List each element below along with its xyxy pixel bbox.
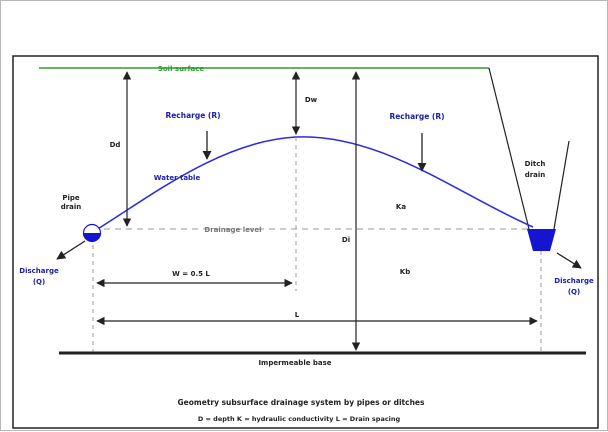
discharge-right-arrow (556, 252, 582, 269)
ka-label: Ka (396, 203, 406, 211)
spacing-label: L (295, 311, 300, 319)
pipe-drain-water-fill (83, 233, 101, 242)
discharge-left-label-line1: Discharge (19, 267, 59, 275)
discharge-right-label-line1: Discharge (554, 277, 594, 285)
impermeable-base-label: Impermeable base (258, 359, 331, 367)
discharge-left-arrow (56, 240, 86, 260)
discharge-left-label-line2: (Q) (33, 278, 45, 286)
discharge-right-label-line2: (Q) (568, 288, 580, 296)
water-table-curve (92, 136, 534, 233)
di-label: Di (342, 236, 350, 244)
kb-label: Kb (400, 268, 410, 276)
caption-legend: D = depth K = hydraulic conductivity L =… (198, 415, 401, 423)
drainage-level-label: Drainage level (204, 226, 261, 234)
ditch-water-fill (527, 229, 556, 251)
caption-title: Geometry subsurface drainage system by p… (178, 398, 426, 407)
recharge-right-label: Recharge (R) (389, 112, 444, 121)
ditch-drain-label-line2: drain (525, 171, 546, 179)
recharge-left-label: Recharge (R) (165, 111, 220, 120)
pipe-drain-label-line1: Pipe (62, 194, 80, 202)
ditch-left-wall (488, 67, 530, 230)
water-table-label: Water table (154, 174, 201, 182)
pipe-drain-label-line2: drain (61, 203, 82, 211)
soil-surface-label: Soil surface (158, 65, 205, 73)
dd-label: Dd (110, 141, 121, 149)
ditch-drain-label-line1: Ditch (525, 160, 546, 168)
dw-label: Dw (305, 96, 318, 104)
inner-figure-border (12, 55, 599, 429)
ditch-right-wall (553, 140, 570, 230)
half-spacing-label: W = 0.5 L (172, 270, 210, 278)
